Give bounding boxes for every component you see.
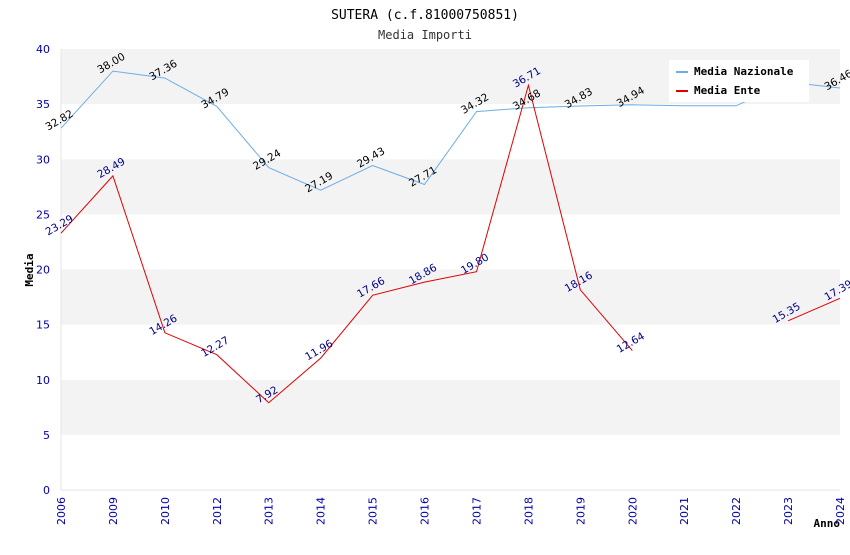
grid-band	[61, 324, 840, 380]
x-tick-label: 2024	[834, 497, 847, 525]
y-axis-label: Media	[23, 253, 36, 286]
grid-band	[61, 104, 840, 160]
x-tick-label: 2018	[522, 497, 535, 525]
x-tick-label: 2017	[470, 497, 483, 525]
x-tick-label: 2010	[159, 497, 172, 525]
y-tick-label: 40	[36, 43, 50, 56]
series-line-media-ente	[787, 297, 841, 322]
legend: Media Nazionale Media Ente	[669, 60, 809, 102]
grid-bands	[60, 49, 840, 491]
x-tick-label: 2009	[107, 497, 120, 525]
grid-band	[61, 214, 840, 270]
series-line-media-ente	[60, 83, 633, 404]
grid-band	[61, 269, 840, 325]
grid-band	[61, 379, 840, 435]
x-axis-label: Anno	[814, 517, 841, 530]
grid-band	[61, 434, 840, 490]
x-tick-label: 2021	[678, 497, 691, 525]
x-tick-label: 2023	[782, 497, 795, 525]
y-tick-label: 10	[36, 374, 50, 387]
chart-title: SUTERA (c.f.81000750851)	[331, 8, 519, 23]
x-tick-label: 2006	[55, 497, 68, 525]
y-tick-label: 30	[36, 153, 50, 166]
x-tick-label: 2019	[574, 497, 587, 525]
y-tick-label: 20	[36, 264, 50, 277]
grid-band	[61, 159, 840, 215]
x-tick-label: 2013	[263, 497, 276, 525]
x-tick-label: 2022	[730, 497, 743, 525]
x-axis-ticks: 2006 2009 2010 2012 2013 2014 2015 2016 2017 2018…	[55, 497, 847, 525]
y-tick-label: 0	[43, 484, 50, 497]
y-tick-label: 35	[36, 98, 50, 111]
y-axis-ticks: 0 5 10 15 20 25 30 35 40	[36, 43, 50, 497]
x-tick-label: 2012	[211, 497, 224, 525]
x-tick-label: 2016	[419, 497, 432, 525]
y-tick-label: 5	[43, 429, 50, 442]
chart-subtitle: Media Importi	[378, 28, 472, 42]
series-line-media-nazionale	[60, 70, 841, 191]
legend-label-media-ente: Media Ente	[694, 84, 761, 97]
y-tick-label: 25	[36, 208, 50, 221]
legend-label-media-nazionale: Media Nazionale	[694, 65, 794, 78]
x-tick-label: 2020	[626, 497, 639, 525]
legend-box	[669, 60, 809, 102]
x-tick-label: 2014	[315, 497, 328, 525]
y-tick-label: 15	[36, 319, 50, 332]
x-tick-label: 2015	[367, 497, 380, 525]
series-lines	[60, 70, 841, 404]
